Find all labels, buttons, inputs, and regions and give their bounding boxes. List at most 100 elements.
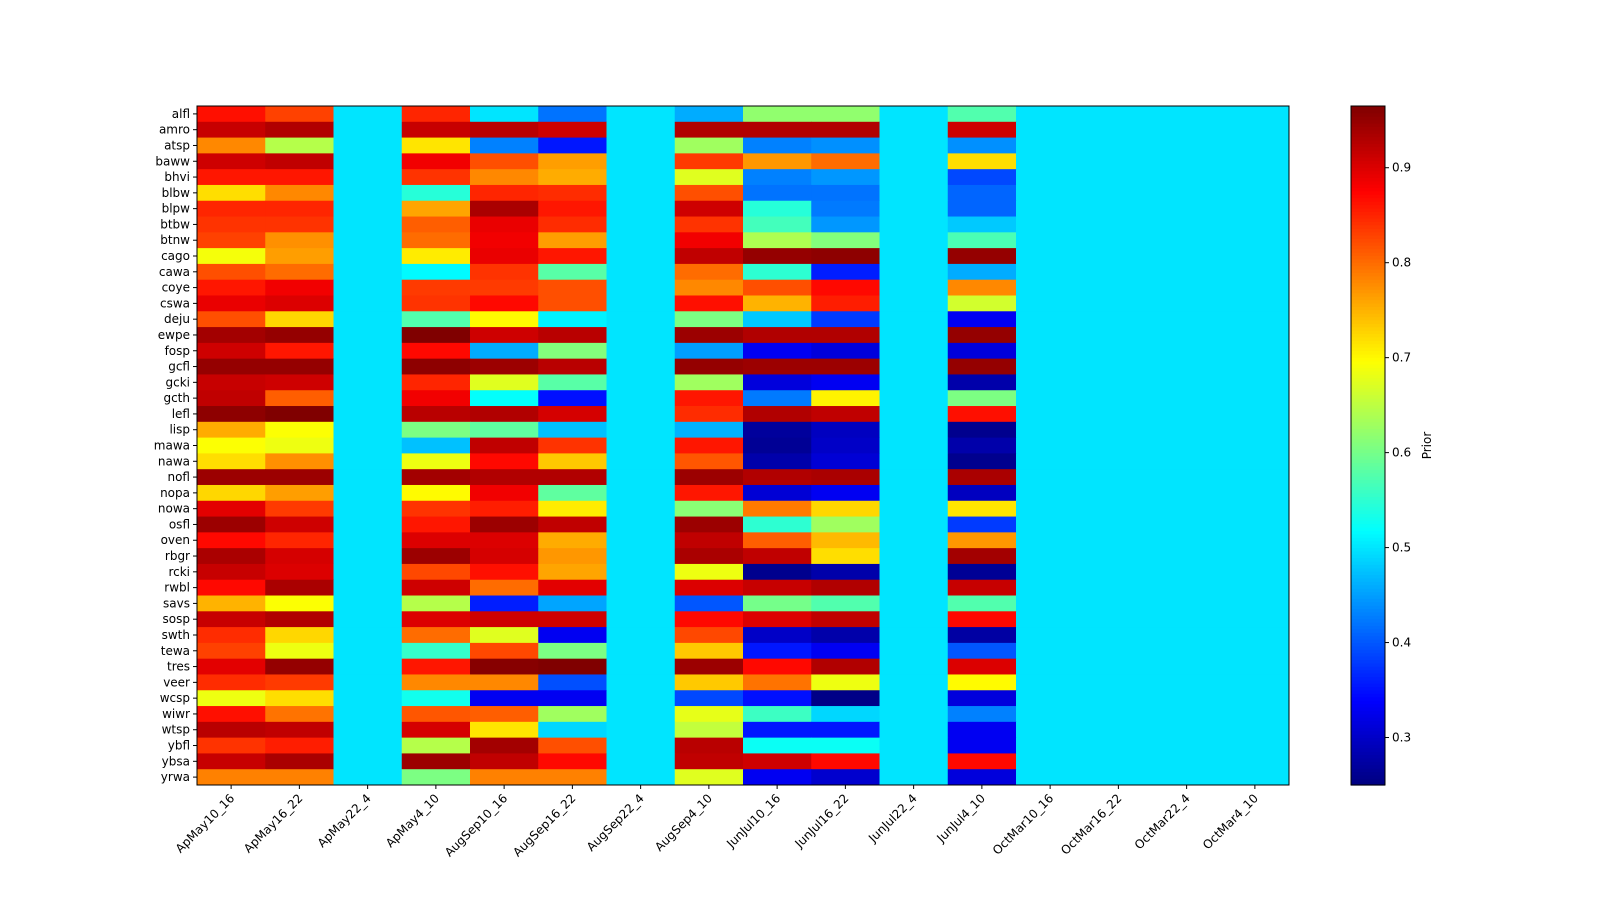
heatmap-cell — [947, 721, 1017, 739]
heatmap-cell — [879, 106, 949, 123]
heatmap-cell — [333, 674, 403, 691]
heatmap-cell — [401, 153, 471, 170]
heatmap-cell — [811, 642, 880, 660]
colorbar-segment — [1351, 279, 1385, 284]
heatmap-cell — [811, 295, 880, 312]
heatmap-cell — [401, 611, 471, 628]
colorbar-segment — [1351, 703, 1385, 708]
heatmap-cell — [470, 516, 539, 533]
heatmap-cell — [743, 200, 812, 218]
heatmap-cell — [265, 579, 334, 597]
heatmap-cell — [1016, 500, 1085, 518]
heatmap-cell — [333, 200, 403, 218]
heatmap-cell — [674, 437, 744, 454]
heatmap-cell — [1152, 627, 1222, 644]
heatmap-cell — [743, 658, 812, 675]
heatmap-cell — [947, 327, 1017, 344]
heatmap-cell — [811, 248, 880, 265]
heatmap-cell — [674, 627, 744, 644]
heatmap-cell — [1084, 658, 1153, 675]
heatmap-cell — [811, 358, 880, 375]
heatmap-cell — [197, 248, 266, 265]
heatmap-cell — [333, 184, 403, 202]
heatmap-cell — [1152, 216, 1222, 233]
colorbar-segment — [1351, 397, 1385, 402]
heatmap-cell — [947, 358, 1017, 375]
heatmap-cell — [947, 563, 1017, 581]
heatmap-cell — [1152, 406, 1222, 423]
heatmap-cell — [333, 342, 403, 360]
colorbar-segment — [1351, 476, 1385, 481]
colorbar-segment — [1351, 611, 1385, 616]
heatmap-cell — [1084, 153, 1153, 170]
heatmap-cell — [1016, 263, 1085, 281]
heatmap-cell — [1152, 642, 1222, 660]
y-tick-label: lefl — [172, 407, 190, 421]
heatmap-cell — [470, 611, 539, 628]
heatmap-cell — [1016, 579, 1085, 597]
heatmap-cell — [1084, 327, 1153, 344]
colorbar-segment — [1351, 696, 1385, 701]
colorbar-segment — [1351, 734, 1385, 739]
y-tick-label: gcth — [163, 391, 190, 405]
colorbar-segment — [1351, 591, 1385, 596]
colorbar-segment — [1351, 564, 1385, 569]
heatmap-cell — [197, 342, 266, 360]
heatmap-cell — [470, 437, 539, 454]
colorbar-segment — [1351, 258, 1385, 263]
heatmap-cell — [947, 627, 1017, 644]
heatmap-cell — [879, 374, 949, 391]
heatmap-cell — [1016, 200, 1085, 218]
heatmap-cell — [538, 216, 607, 233]
heatmap-cell — [538, 563, 607, 581]
colorbar-segment — [1351, 418, 1385, 423]
heatmap-cell — [811, 658, 880, 675]
heatmap-cell — [1152, 295, 1222, 312]
heatmap-cell — [333, 390, 403, 407]
heatmap-cell — [811, 579, 880, 597]
heatmap-cell — [674, 453, 744, 470]
heatmap-cell — [606, 263, 676, 281]
y-tick-label: rwbl — [164, 581, 190, 595]
heatmap-cell — [674, 469, 744, 486]
heatmap-cell — [947, 390, 1017, 407]
colorbar-segment — [1351, 156, 1385, 161]
colorbar-segment — [1351, 442, 1385, 447]
heatmap-cell — [879, 579, 949, 597]
heatmap-cell — [879, 469, 949, 486]
y-tick-label: gcki — [166, 375, 191, 389]
heatmap-cell — [1152, 674, 1222, 691]
heatmap-cell — [1152, 106, 1222, 123]
heatmap-cell — [470, 327, 539, 344]
heatmap-cell — [401, 548, 471, 565]
colorbar-segment — [1351, 513, 1385, 518]
heatmap-cell — [538, 169, 607, 186]
colorbar-segment — [1351, 747, 1385, 752]
heatmap-cell — [470, 627, 539, 644]
y-tick-label: nopa — [160, 486, 190, 500]
heatmap-cell — [1084, 121, 1153, 139]
heatmap-cell — [265, 737, 334, 754]
heatmap-cell — [1152, 453, 1222, 470]
heatmap-cell — [606, 232, 676, 249]
colorbar-segment — [1351, 567, 1385, 572]
colorbar-segment — [1351, 231, 1385, 236]
heatmap-cell — [333, 374, 403, 391]
colorbar-segment — [1351, 465, 1385, 470]
heatmap-cell — [674, 406, 744, 423]
heatmap-cell — [1016, 690, 1085, 707]
heatmap-cell — [1016, 121, 1085, 139]
heatmap-cell — [197, 390, 266, 407]
heatmap-cell — [538, 358, 607, 375]
heatmap-cell — [1220, 295, 1290, 312]
heatmap-cell — [879, 500, 949, 518]
y-tick-label: coye — [162, 281, 190, 295]
heatmap-cell — [538, 374, 607, 391]
heatmap-cell — [197, 595, 266, 612]
heatmap-cell — [333, 248, 403, 265]
colorbar-segment — [1351, 459, 1385, 464]
colorbar-segment — [1351, 173, 1385, 178]
heatmap-cell — [743, 342, 812, 360]
heatmap-cell — [197, 737, 266, 754]
heatmap-cell — [1152, 153, 1222, 170]
